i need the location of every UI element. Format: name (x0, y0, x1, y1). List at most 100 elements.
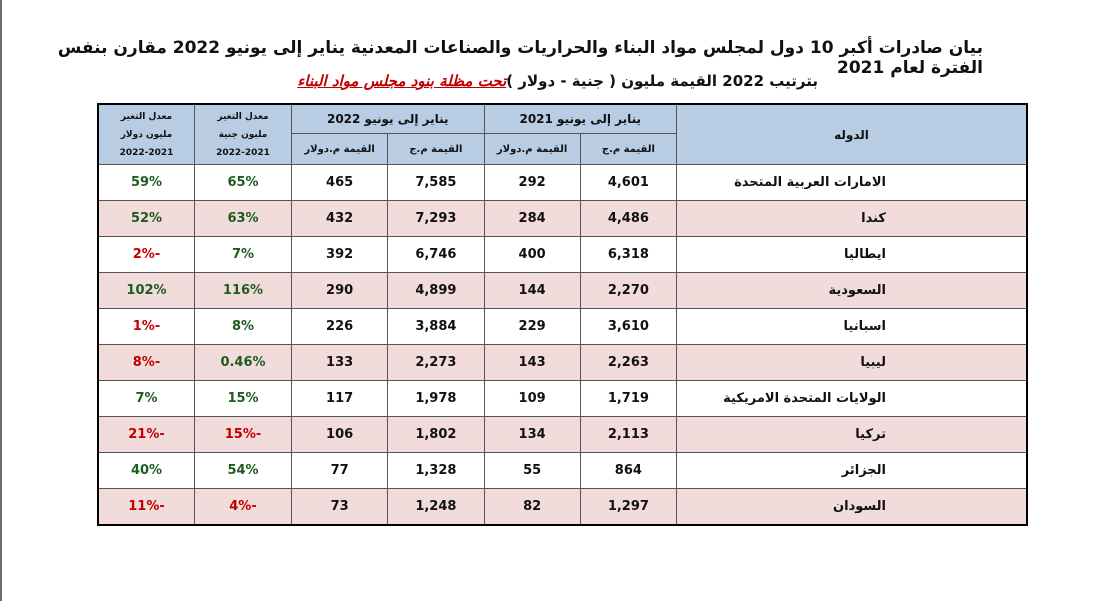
value-egp-2022-cell: 4,899 (387, 272, 485, 309)
table-row: اسبانيا 3,610 229 3,884 226 8% -1% (97, 308, 1028, 345)
value-usd-2021-cell: 292 (483, 164, 581, 201)
header-country: الدوله (676, 103, 1028, 165)
rate-egp-cell: 7% (194, 236, 292, 273)
country-cell: الجزائر (676, 452, 1028, 489)
rate-egp-cell: 54% (194, 452, 292, 489)
value-egp-2021-cell: 3,610 (579, 308, 678, 345)
value-egp-2022-cell: 7,293 (387, 200, 485, 237)
value-egp-2021-cell: 6,318 (579, 236, 678, 273)
rate-egp-cell: 8% (194, 308, 292, 345)
header-rate-usd-line2: مليون دولار (120, 129, 173, 140)
rate-usd-cell: -8% (97, 344, 195, 381)
header-rate-egp-line1: معدل التغير (217, 111, 269, 122)
rate-usd-cell: 102% (97, 272, 195, 309)
country-cell: الامارات العربية المتحدة (676, 164, 1028, 201)
header-rate-usd-line3: 2022-2021 (119, 147, 174, 158)
value-egp-2021-cell: 4,601 (579, 164, 678, 201)
value-usd-2022-cell: 77 (290, 452, 389, 489)
country-cell: السعودية (676, 272, 1028, 309)
rate-usd-cell: 40% (97, 452, 195, 489)
value-egp-2022-cell: 6,746 (387, 236, 485, 273)
value-usd-2022-cell: 106 (290, 416, 389, 453)
page-subtitle: بترتيب 2022 القيمة مليون ( جنية - دولار … (40, 72, 818, 90)
header-rate-egp-line2: مليون جنية (218, 129, 268, 140)
value-usd-2021-cell: 82 (483, 488, 581, 526)
value-usd-2022-cell: 117 (290, 380, 389, 417)
country-cell: تركيا (676, 416, 1028, 453)
value-usd-2021-cell: 284 (483, 200, 581, 237)
value-usd-2021-cell: 143 (483, 344, 581, 381)
value-usd-2022-cell: 392 (290, 236, 389, 273)
table-row: الجزائر 864 55 1,328 77 54% 40% (97, 452, 1028, 489)
table-body: الامارات العربية المتحدة 4,601 292 7,585 465… (97, 164, 1028, 526)
value-usd-2021-cell: 400 (483, 236, 581, 273)
rate-egp-cell: 0.46% (194, 344, 292, 381)
table-row: الولايات المتحدة الامريكية 1,719 109 1,978 1… (97, 380, 1028, 417)
country-cell: كندا (676, 200, 1028, 237)
value-egp-2021-cell: 1,719 (579, 380, 678, 417)
table-row: السودان 1,297 82 1,248 73 -4% -11% (97, 488, 1028, 526)
header-rate-egp-line3: 2022-2021 (216, 147, 270, 158)
country-cell: الولايات المتحدة الامريكية (676, 380, 1028, 417)
rate-egp-cell: 15% (194, 380, 292, 417)
value-egp-2022-cell: 7,585 (387, 164, 485, 201)
table-row: السعودية 2,270 144 4,899 290 116% 102% (97, 272, 1028, 309)
rate-usd-cell: -1% (97, 308, 195, 345)
value-egp-2022-cell: 1,978 (387, 380, 485, 417)
rate-usd-cell: 7% (97, 380, 195, 417)
rate-usd-cell: 59% (97, 164, 195, 201)
header-2022-egp: القيمة م.ج (387, 133, 485, 165)
header-2021-egp: القيمة م.ج (579, 133, 678, 165)
header-2022-usd: القيمة م.دولار (290, 133, 389, 165)
header-rate-egp: معدل التغير مليون جنية 2022-2021 (194, 103, 292, 165)
rate-usd-cell: -21% (97, 416, 195, 453)
value-egp-2022-cell: 2,273 (387, 344, 485, 381)
table-row: تركيا 2,113 134 1,802 106 -15% -21% (97, 416, 1028, 453)
header-period-2022: يناير إلى يونيو 2022 (291, 103, 485, 134)
rate-usd-cell: -11% (97, 488, 195, 526)
table-row: ايطاليا 6,318 400 6,746 392 7% -2% (97, 236, 1028, 273)
rate-egp-cell: -4% (194, 488, 292, 526)
country-cell: ليبيا (676, 344, 1028, 381)
value-usd-2021-cell: 109 (483, 380, 581, 417)
value-usd-2022-cell: 432 (290, 200, 389, 237)
value-usd-2021-cell: 144 (483, 272, 581, 309)
table-row: ليبيا 2,263 143 2,273 133 0.46% -8% (97, 344, 1028, 381)
value-usd-2021-cell: 55 (483, 452, 581, 489)
value-egp-2022-cell: 1,328 (387, 452, 485, 489)
rate-egp-cell: 116% (194, 272, 292, 309)
value-usd-2021-cell: 229 (483, 308, 581, 345)
header-period-2021: يناير إلى يونيو 2021 (483, 103, 677, 134)
value-usd-2022-cell: 465 (290, 164, 389, 201)
subtitle-council-note: تحت مظلة بنود مجلس مواد البناء (297, 72, 507, 90)
value-egp-2022-cell: 1,248 (387, 488, 485, 526)
value-usd-2022-cell: 290 (290, 272, 389, 309)
value-egp-2021-cell: 4,486 (579, 200, 678, 237)
page-left-border (0, 0, 2, 601)
value-usd-2021-cell: 134 (483, 416, 581, 453)
header-rate-usd-line1: معدل التغير (120, 111, 173, 122)
rate-egp-cell: 65% (194, 164, 292, 201)
rate-egp-cell: -15% (194, 416, 292, 453)
header-2021-usd: القيمة م.دولار (483, 133, 581, 165)
rate-egp-cell: 63% (194, 200, 292, 237)
page-title: بيان صادرات أكبر 10 دول لمجلس مواد البنا… (57, 38, 983, 78)
country-cell: ايطاليا (676, 236, 1028, 273)
country-cell: السودان (676, 488, 1028, 526)
value-usd-2022-cell: 226 (290, 308, 389, 345)
rate-usd-cell: 52% (97, 200, 195, 237)
value-usd-2022-cell: 133 (290, 344, 389, 381)
header-rate-usd: معدل التغير مليون دولار 2022-2021 (97, 103, 195, 165)
value-egp-2022-cell: 1,802 (387, 416, 485, 453)
value-egp-2021-cell: 2,113 (579, 416, 678, 453)
table-row: كندا 4,486 284 7,293 432 63% 52% (97, 200, 1028, 237)
value-egp-2021-cell: 1,297 (579, 488, 678, 526)
exports-table: الدوله يناير إلى يونيو 2021 يناير إلى يو… (97, 103, 1028, 526)
value-egp-2021-cell: 864 (579, 452, 678, 489)
value-egp-2021-cell: 2,270 (579, 272, 678, 309)
value-egp-2021-cell: 2,263 (579, 344, 678, 381)
value-egp-2022-cell: 3,884 (387, 308, 485, 345)
country-cell: اسبانيا (676, 308, 1028, 345)
rate-usd-cell: -2% (97, 236, 195, 273)
subtitle-text: بترتيب 2022 القيمة مليون ( جنية - دولار … (506, 72, 818, 90)
